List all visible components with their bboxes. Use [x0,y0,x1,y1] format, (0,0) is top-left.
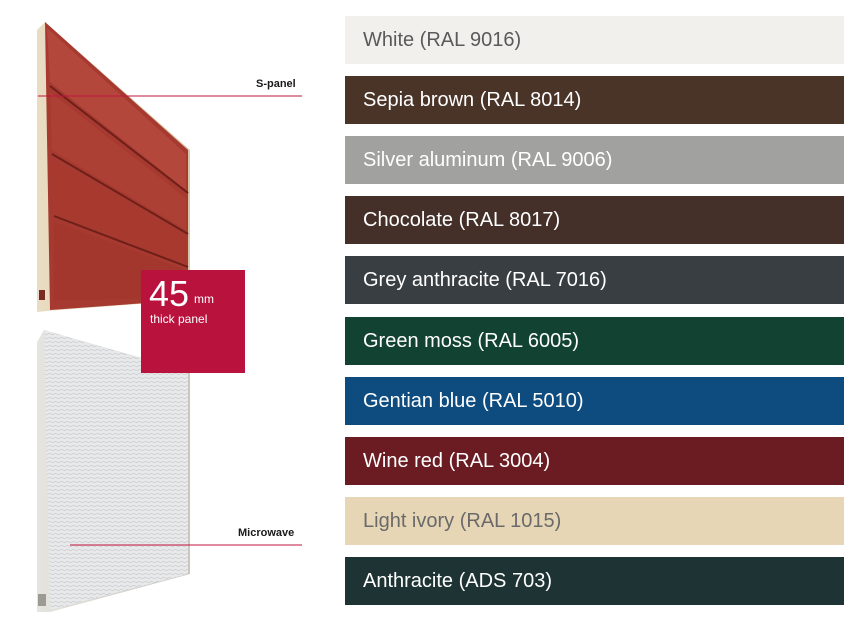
color-swatch-grey-anthracite: Grey anthracite (RAL 7016) [345,256,844,304]
color-swatch-sepia-brown: Sepia brown (RAL 8014) [345,76,844,124]
microwave-label: Microwave [238,527,295,539]
color-swatch-silver-aluminum: Silver aluminum (RAL 9006) [345,136,844,184]
thickness-number: 45 [149,273,190,314]
s-panel-label: S-panel [256,78,296,90]
microwave-panel-illustration [37,330,190,612]
s-panel-illustration [37,22,190,312]
color-swatch-wine-red: Wine red (RAL 3004) [345,437,844,485]
color-swatch-light-ivory: Light ivory (RAL 1015) [345,497,844,545]
thickness-unit: mm [194,292,214,306]
color-swatch-white: White (RAL 9016) [345,16,844,64]
thickness-caption: thick panel [150,312,208,326]
color-swatch-green-moss: Green moss (RAL 6005) [345,317,844,365]
thickness-badge: 45 mm thick panel [141,270,245,373]
door-panel-cross-sections [37,22,302,612]
color-swatch-gentian-blue: Gentian blue (RAL 5010) [345,377,844,425]
color-swatch-anthracite: Anthracite (ADS 703) [345,557,844,605]
color-swatch-chocolate: Chocolate (RAL 8017) [345,196,844,244]
panel-illustration: S-panel Microwave 45 mm thick panel [0,0,340,634]
